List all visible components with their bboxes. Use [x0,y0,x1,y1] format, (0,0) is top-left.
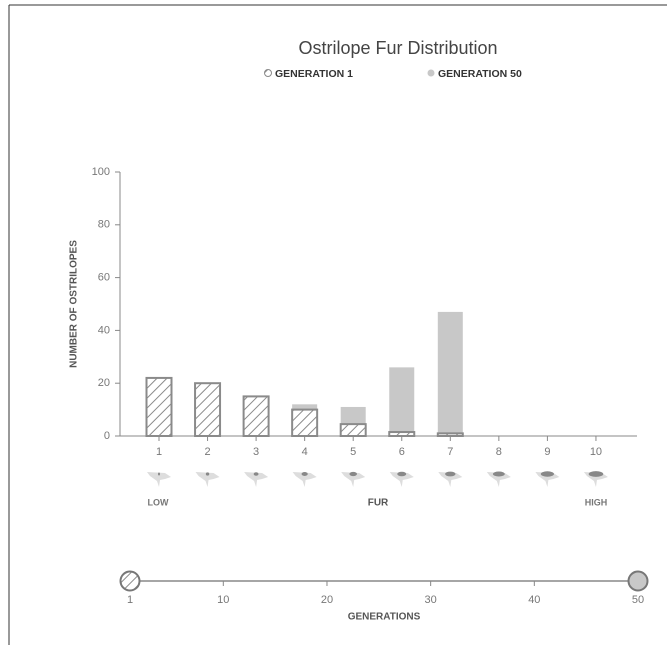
x-tick-label: 10 [590,446,602,458]
y-tick-label: 40 [98,324,110,336]
bar [195,383,220,436]
legend-label: GENERATION 50 [438,68,522,80]
y-tick-label: 80 [98,219,110,231]
x-axis-label: FUR [368,498,389,509]
fur-icon [147,472,171,487]
low-label: LOW [148,497,169,507]
bar [244,396,269,436]
chart-title: Ostrilope Fur Distribution [298,38,497,58]
fur-icon [535,471,559,487]
bar [292,410,317,436]
chart: Ostrilope Fur Distribution NUMBER OF OST… [0,0,667,645]
fur-icon [390,472,414,487]
x-tick-label: 1 [156,446,162,458]
slider-tick-label: 50 [632,594,644,606]
slider-tick-label: 30 [425,594,437,606]
y-axis-label: NUMBER OF OSTRILOPES [69,240,80,368]
bar [389,367,414,436]
bar [438,312,463,436]
x-tick-label: 8 [496,446,502,458]
x-tick-label: 3 [253,446,259,458]
bar [341,424,366,436]
x-tick-label: 5 [350,446,356,458]
x-tick-label: 6 [399,446,405,458]
fur-icon [438,472,462,487]
slider-handle[interactable] [629,572,648,591]
legend-swatch [428,70,435,77]
y-tick-label: 0 [104,430,110,442]
legend-label: GENERATION 1 [275,68,353,80]
slider-handle[interactable] [121,572,140,591]
slider-tick-label: 10 [217,594,229,606]
slider-tick-label: 20 [321,594,333,606]
slider-label: GENERATIONS [348,612,421,623]
slider-tick-label: 40 [528,594,540,606]
y-tick-label: 20 [98,377,110,389]
x-tick-label: 9 [544,446,550,458]
x-tick-label: 4 [302,446,308,458]
y-tick-label: 100 [92,166,110,178]
fur-icon [487,471,511,487]
bar [438,433,463,436]
x-tick-label: 2 [204,446,210,458]
fur-icon [341,472,365,487]
bar [147,378,172,436]
legend-swatch [265,70,272,77]
fur-icon [293,472,317,487]
fur-icon [196,472,220,487]
fur-icon [244,472,268,487]
fur-icon [584,471,608,487]
x-tick-label: 7 [447,446,453,458]
high-label: HIGH [585,497,608,507]
y-tick-label: 60 [98,272,110,284]
bar [389,432,414,436]
slider-tick-label: 1 [127,594,133,606]
